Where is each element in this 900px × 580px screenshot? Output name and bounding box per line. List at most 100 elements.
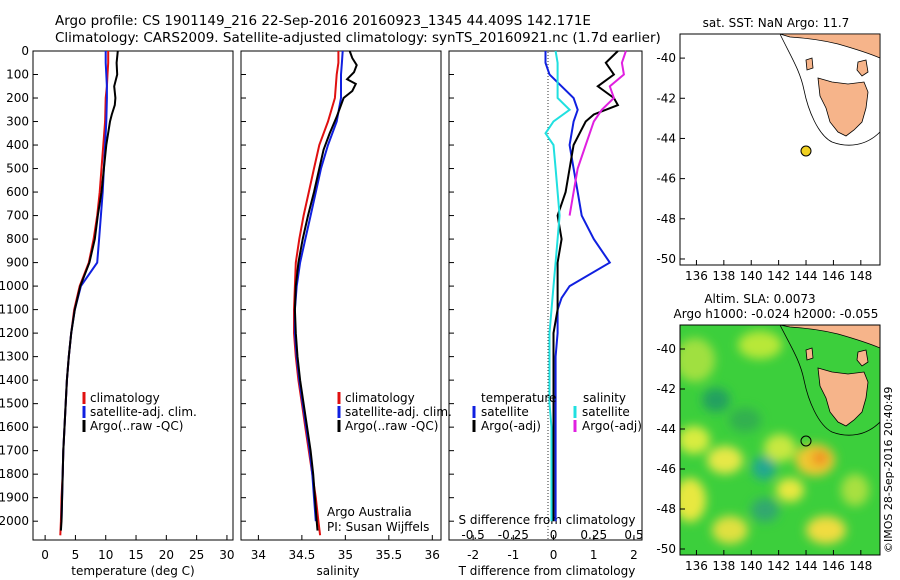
y-tick-label: 1300 — [0, 350, 29, 364]
sla-blob — [764, 434, 796, 462]
y-tick-label: 1900 — [0, 491, 29, 505]
lat-tick-label: -44 — [656, 131, 676, 145]
sla-lat-axis: -40 -42 -44 -46 -48 -50 — [656, 342, 685, 556]
lat-tick-label: -50 — [656, 542, 676, 556]
difference-series — [544, 50, 627, 522]
lon-tick-label: 146 — [822, 269, 845, 283]
s-difference-x-label: S difference from climatology — [459, 513, 636, 527]
temperature-series — [59, 50, 119, 536]
y-tick-label: 100 — [6, 68, 29, 82]
legend-label-argo: Argo(..raw -QC) — [345, 419, 438, 433]
sla-blob — [806, 516, 846, 544]
lat-tick-label: -40 — [656, 342, 676, 356]
x2-tick-label: 0 — [550, 528, 558, 542]
x2-tick-label: 0.25 — [580, 528, 607, 542]
temperature-x-axis: 0 5 10 15 20 25 30 — [41, 535, 235, 562]
lon-tick-label: 146 — [822, 559, 845, 573]
depth-axis: 0 100 200 300 400 500 600 700 800 900 1000 1100 1200… — [0, 44, 454, 528]
lon-tick-label: 140 — [740, 269, 763, 283]
imos-timestamp: ©IMOS 28-Sep-2016 20:40:49 — [882, 387, 895, 553]
difference-panel-frame — [448, 50, 643, 541]
sst-lon-axis: 136 138 140 142 144 146 148 — [685, 260, 872, 283]
lat-tick-label: -42 — [656, 382, 676, 396]
lat-tick-label: -48 — [656, 212, 676, 226]
y-tick-label: 1100 — [0, 303, 29, 317]
difference-legend: temperature salinity satellite Argo(-adj… — [472, 391, 642, 433]
x-tick-label: 10 — [98, 548, 113, 562]
y-tick-label: 900 — [6, 256, 29, 270]
lon-tick-label: 138 — [712, 269, 735, 283]
legend-header-temperature: temperature — [481, 391, 556, 405]
series-line-argo-raw-qc- — [293, 50, 358, 531]
temperature-x-label: temperature (deg C) — [71, 564, 194, 578]
legend-label-argo: Argo(..raw -QC) — [90, 419, 183, 433]
lat-tick-label: -46 — [656, 172, 676, 186]
legend-label-climatology: climatology — [90, 391, 160, 405]
series-line-argo-adj- — [552, 50, 620, 522]
y-tick-label: 1200 — [0, 326, 29, 340]
pi-note: PI: Susan Wijffels — [327, 520, 429, 534]
series-line-climatology — [59, 51, 110, 536]
sla-blob — [729, 408, 761, 432]
legend-header-salinity: salinity — [583, 391, 626, 405]
x-tick-label: 5 — [72, 548, 80, 562]
salinity-difference-x-axis: -0.5 -0.25 0 0.25 0.5 — [461, 528, 643, 542]
salinity-panel-frame — [240, 50, 442, 541]
sst-tasmania — [817, 77, 869, 137]
lon-tick-label: 138 — [712, 559, 735, 573]
sla-blob — [712, 516, 748, 544]
legend-label-s-argo: Argo(-adj) — [582, 419, 642, 433]
lat-tick-label: -42 — [656, 91, 676, 105]
sla-anomaly-field — [680, 331, 869, 544]
series-line-satellite — [544, 51, 612, 522]
x2-tick-label: 0.5 — [624, 528, 643, 542]
y-tick-label: 200 — [6, 91, 29, 105]
lon-tick-label: 142 — [767, 559, 790, 573]
sst-float-marker — [800, 145, 812, 157]
lat-tick-label: -46 — [656, 462, 676, 476]
sst-flinders-island — [856, 59, 869, 77]
sla-mainland — [779, 325, 880, 349]
sst-map — [679, 33, 881, 266]
salinity-series — [293, 50, 358, 536]
sla-king-island — [805, 347, 814, 361]
lon-tick-label: 144 — [795, 559, 818, 573]
y-tick-label: 1600 — [0, 420, 29, 434]
x-tick-label: 30 — [219, 548, 234, 562]
sla-blob — [812, 451, 828, 465]
salinity-x-axis: 34 34.5 35 35.5 36 — [251, 535, 440, 562]
x-tick-label: 34 — [251, 548, 266, 562]
sla-blob — [707, 446, 743, 474]
temperature-legend: climatology satellite-adj. clim. Argo(..… — [82, 391, 197, 433]
lon-tick-label: 148 — [849, 559, 872, 573]
legend-label-t-argo: Argo(-adj) — [481, 419, 541, 433]
sla-tasmania — [817, 367, 869, 427]
x2-tick-label: -0.25 — [498, 528, 529, 542]
lon-tick-label: 144 — [795, 269, 818, 283]
lat-tick-label: -44 — [656, 422, 676, 436]
sla-blob — [702, 388, 730, 412]
sla-blob — [776, 478, 804, 502]
y-tick-label: 1800 — [0, 467, 29, 481]
x-tick-label: -2 — [467, 548, 479, 562]
t-difference-x-label: T difference from climatology — [458, 564, 636, 578]
sla-map — [680, 325, 880, 555]
salinity-legend: climatology satellite-adj. clim. Argo(..… — [337, 391, 452, 433]
x-tick-label: -1 — [507, 548, 519, 562]
lat-tick-label: -48 — [656, 502, 676, 516]
sla-float-marker — [800, 435, 812, 447]
sla-map-title-1: Altim. SLA: 0.0073 — [704, 292, 815, 306]
sla-flinders-island — [856, 349, 869, 367]
sla-blob — [738, 331, 782, 359]
sla-blob — [752, 456, 776, 480]
y-tick-label: 1000 — [0, 279, 29, 293]
sst-map-frame — [679, 33, 881, 266]
legend-label-t-satellite: satellite — [481, 405, 529, 419]
series-line-argo-raw-qc- — [59, 50, 119, 531]
lat-tick-label: -40 — [656, 51, 676, 65]
lat-tick-label: -50 — [656, 252, 676, 266]
legend-label-s-satellite: satellite — [582, 405, 630, 419]
x-tick-label: 20 — [159, 548, 174, 562]
sst-map-title: sat. SST: NaN Argo: 11.7 — [703, 16, 850, 30]
sst-king-island — [805, 57, 814, 71]
